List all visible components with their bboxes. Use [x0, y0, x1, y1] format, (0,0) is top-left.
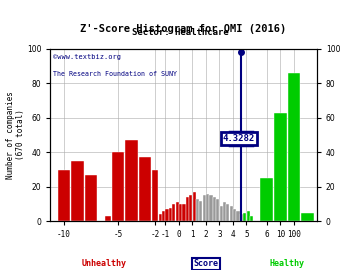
Bar [159, 214, 162, 221]
Bar [169, 208, 172, 221]
Bar [213, 197, 216, 221]
Bar [71, 161, 84, 221]
Bar [261, 178, 273, 221]
Bar [199, 201, 202, 221]
Bar [210, 195, 212, 221]
Text: ©www.textbiz.org: ©www.textbiz.org [53, 54, 121, 60]
Bar [220, 206, 223, 221]
Bar [58, 170, 70, 221]
Text: Score: Score [193, 259, 219, 268]
Title: Z'-Score Histogram for OMI (2016): Z'-Score Histogram for OMI (2016) [81, 24, 287, 34]
Text: The Research Foundation of SUNY: The Research Foundation of SUNY [53, 71, 177, 77]
Bar [247, 211, 250, 221]
Bar [186, 197, 189, 221]
Bar [193, 192, 195, 221]
Bar [237, 211, 240, 221]
Bar [206, 194, 209, 221]
Bar [176, 202, 179, 221]
Bar [152, 170, 158, 221]
Bar [162, 211, 165, 221]
Text: Healthy: Healthy [270, 259, 305, 268]
Bar [223, 202, 226, 221]
Bar [240, 214, 243, 221]
Bar [243, 213, 246, 221]
Bar [179, 204, 182, 221]
Y-axis label: Number of companies
(670 total): Number of companies (670 total) [6, 91, 26, 179]
Bar [274, 113, 287, 221]
Text: Sector: Healthcare: Sector: Healthcare [132, 28, 228, 37]
Bar [139, 157, 151, 221]
Bar [112, 152, 124, 221]
Bar [301, 213, 314, 221]
Bar [288, 73, 300, 221]
Bar [183, 204, 185, 221]
Bar [230, 206, 233, 221]
Bar [189, 195, 192, 221]
Bar [233, 209, 236, 221]
Bar [250, 216, 253, 221]
Bar [125, 140, 138, 221]
Bar [172, 204, 175, 221]
Text: Unhealthy: Unhealthy [82, 259, 127, 268]
Bar [216, 199, 219, 221]
Bar [166, 209, 168, 221]
Text: 4.3282: 4.3282 [222, 134, 255, 143]
Bar [196, 199, 199, 221]
Bar [226, 204, 229, 221]
Bar [85, 175, 97, 221]
Bar [105, 216, 111, 221]
Bar [203, 195, 206, 221]
